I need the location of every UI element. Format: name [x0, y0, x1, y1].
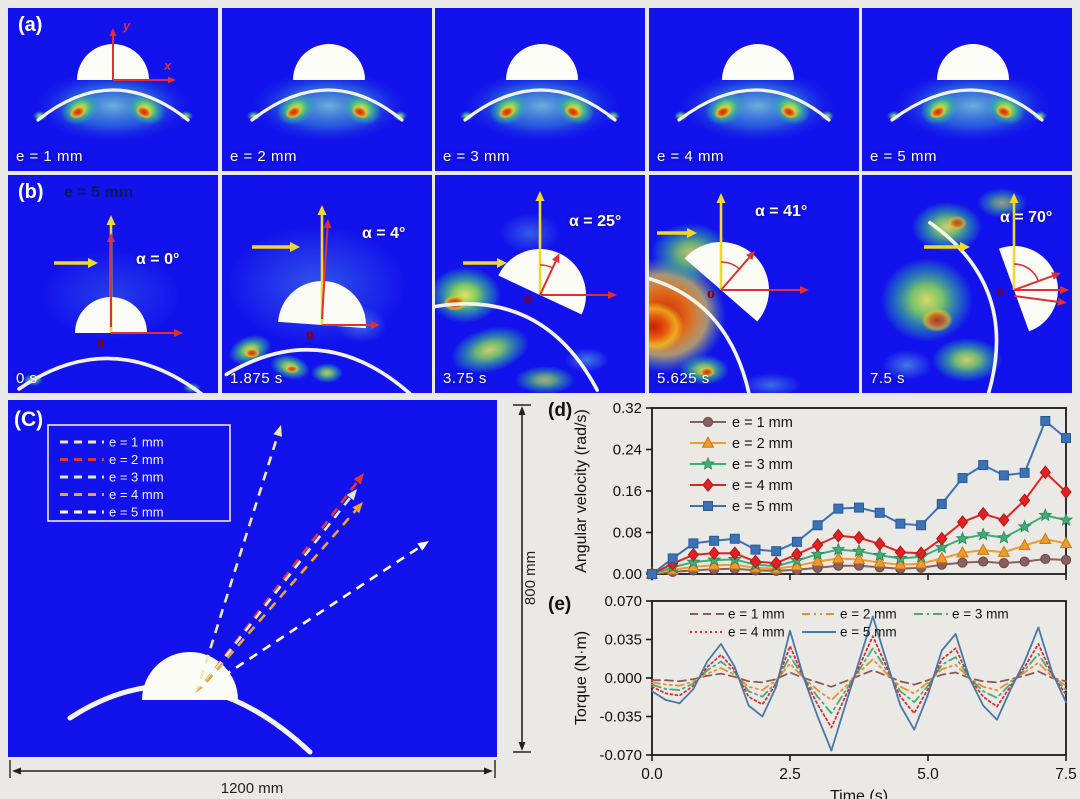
panel-a-frame-4: e = 4 mm — [649, 8, 859, 171]
cfd-flowfield — [862, 8, 1072, 171]
svg-text:e = 4 mm: e = 4 mm — [732, 478, 793, 494]
svg-text:7.5: 7.5 — [1055, 766, 1077, 783]
svg-text:o: o — [707, 285, 715, 302]
svg-text:e = 2 mm: e = 2 mm — [109, 452, 164, 467]
svg-text:0.32: 0.32 — [613, 400, 642, 417]
svg-text:Time (s): Time (s) — [830, 788, 888, 799]
svg-text:x: x — [163, 58, 172, 73]
svg-text:1200 mm: 1200 mm — [221, 780, 284, 797]
tilt-angle-label: α = 25° — [569, 213, 622, 230]
panel-b-frame-4: o α = 41° 5.625 s — [649, 175, 859, 393]
svg-text:o: o — [524, 290, 532, 307]
panel-b-frame-1: o (b) e = 5 mm α = 0° 0 s — [8, 175, 218, 393]
time-label: 0 s — [16, 370, 38, 387]
trajectory-diagram-art: e = 1 mm e = 2 mm e = 3 mm e = 4 mm e = 5 mm… — [8, 400, 540, 799]
svg-text:0.000: 0.000 — [604, 670, 642, 687]
cfd-flowfield: o — [8, 175, 218, 393]
svg-text:e = 3 mm: e = 3 mm — [732, 457, 793, 473]
svg-text:e = 1 mm: e = 1 mm — [732, 415, 793, 431]
svg-text:e = 5 mm: e = 5 mm — [840, 625, 897, 640]
panel-a-letter: (a) — [18, 14, 43, 36]
cfd-flowfield: o — [649, 175, 859, 393]
svg-text:0.24: 0.24 — [613, 442, 642, 459]
svg-text:2.5: 2.5 — [779, 766, 801, 783]
svg-text:0.035: 0.035 — [604, 632, 642, 649]
time-label: 3.75 s — [443, 370, 487, 387]
panel-c-letter: (C) — [14, 408, 44, 431]
eccentricity-label: e = 5 mm — [870, 148, 937, 165]
svg-text:e = 1 mm: e = 1 mm — [109, 435, 164, 450]
tilt-angle-label: α = 41° — [755, 203, 808, 220]
cfd-flowfield — [222, 8, 432, 171]
panel-b-letter: (b) — [18, 181, 44, 203]
panel-b-frame-5: o α = 70° 7.5 s — [862, 175, 1072, 393]
svg-text:Torque (N·m): Torque (N·m) — [573, 631, 590, 725]
svg-text:e = 2 mm: e = 2 mm — [840, 607, 897, 622]
panel-e-letter: (e) — [548, 594, 572, 615]
svg-text:5.0: 5.0 — [917, 766, 939, 783]
svg-text:o: o — [306, 326, 314, 343]
tilt-angle-label: α = 70° — [1000, 209, 1053, 226]
svg-text:0.070: 0.070 — [604, 593, 642, 610]
cfd-flowfield — [435, 8, 645, 171]
torque-chart: 0.070 0.035 0.000 -0.035 -0.070 0.0 2.5 5.0 7.5 T… — [540, 592, 1080, 799]
cfd-flowfield: o — [222, 175, 432, 393]
panel-a-frame-3: e = 3 mm — [435, 8, 645, 171]
svg-text:e = 2 mm: e = 2 mm — [732, 436, 793, 452]
svg-text:0.00: 0.00 — [613, 566, 642, 583]
svg-text:e = 1 mm: e = 1 mm — [728, 607, 785, 622]
time-label: 7.5 s — [870, 370, 906, 387]
panel-b-frame-3: o α = 25° 3.75 s — [435, 175, 645, 393]
eccentricity-label: e = 4 mm — [657, 148, 724, 165]
svg-text:o: o — [996, 283, 1004, 300]
cfd-flowfield: o — [435, 175, 645, 393]
eccentricity-label: e = 2 mm — [230, 148, 297, 165]
svg-text:-0.070: -0.070 — [599, 747, 642, 764]
svg-text:e = 4 mm: e = 4 mm — [109, 487, 164, 502]
panel-a-frame-5: e = 5 mm — [862, 8, 1072, 171]
svg-text:e = 5 mm: e = 5 mm — [109, 505, 164, 520]
cfd-flowfield — [649, 8, 859, 171]
angular-velocity-chart: 0.00 0.08 0.16 0.24 0.32 Angular velocity (ra… — [540, 398, 1080, 592]
time-label: 5.625 s — [657, 370, 710, 387]
tilt-angle-label: α = 0° — [136, 251, 180, 268]
cfd-flowfield: o — [862, 175, 1072, 393]
eccentricity-label: e = 1 mm — [16, 148, 83, 165]
panel-b-frame-2: o α = 4° 1.875 s — [222, 175, 432, 393]
time-label: 1.875 s — [230, 370, 283, 387]
svg-text:0.0: 0.0 — [641, 766, 663, 783]
svg-text:-0.035: -0.035 — [599, 709, 642, 726]
panel-c-trajectory-diagram: e = 1 mm e = 2 mm e = 3 mm e = 4 mm e = 5 mm… — [8, 400, 540, 799]
tilt-angle-label: α = 4° — [362, 225, 406, 242]
panel-b-subtitle: e = 5 mm — [64, 184, 133, 201]
svg-text:o: o — [97, 334, 105, 351]
svg-text:800 mm: 800 mm — [522, 551, 539, 605]
svg-text:y: y — [122, 18, 131, 33]
svg-text:e = 3 mm: e = 3 mm — [952, 607, 1009, 622]
svg-text:0.08: 0.08 — [613, 525, 642, 542]
svg-text:Angular velocity (rad/s): Angular velocity (rad/s) — [573, 409, 590, 573]
eccentricity-label: e = 3 mm — [443, 148, 510, 165]
panel-a-frame-2: e = 2 mm — [222, 8, 432, 171]
svg-text:0.16: 0.16 — [613, 483, 642, 500]
svg-text:e = 3 mm: e = 3 mm — [109, 470, 164, 485]
panel-d-letter: (d) — [548, 400, 573, 421]
svg-text:e = 5 mm: e = 5 mm — [732, 499, 793, 515]
svg-text:e = 4 mm: e = 4 mm — [728, 625, 785, 640]
